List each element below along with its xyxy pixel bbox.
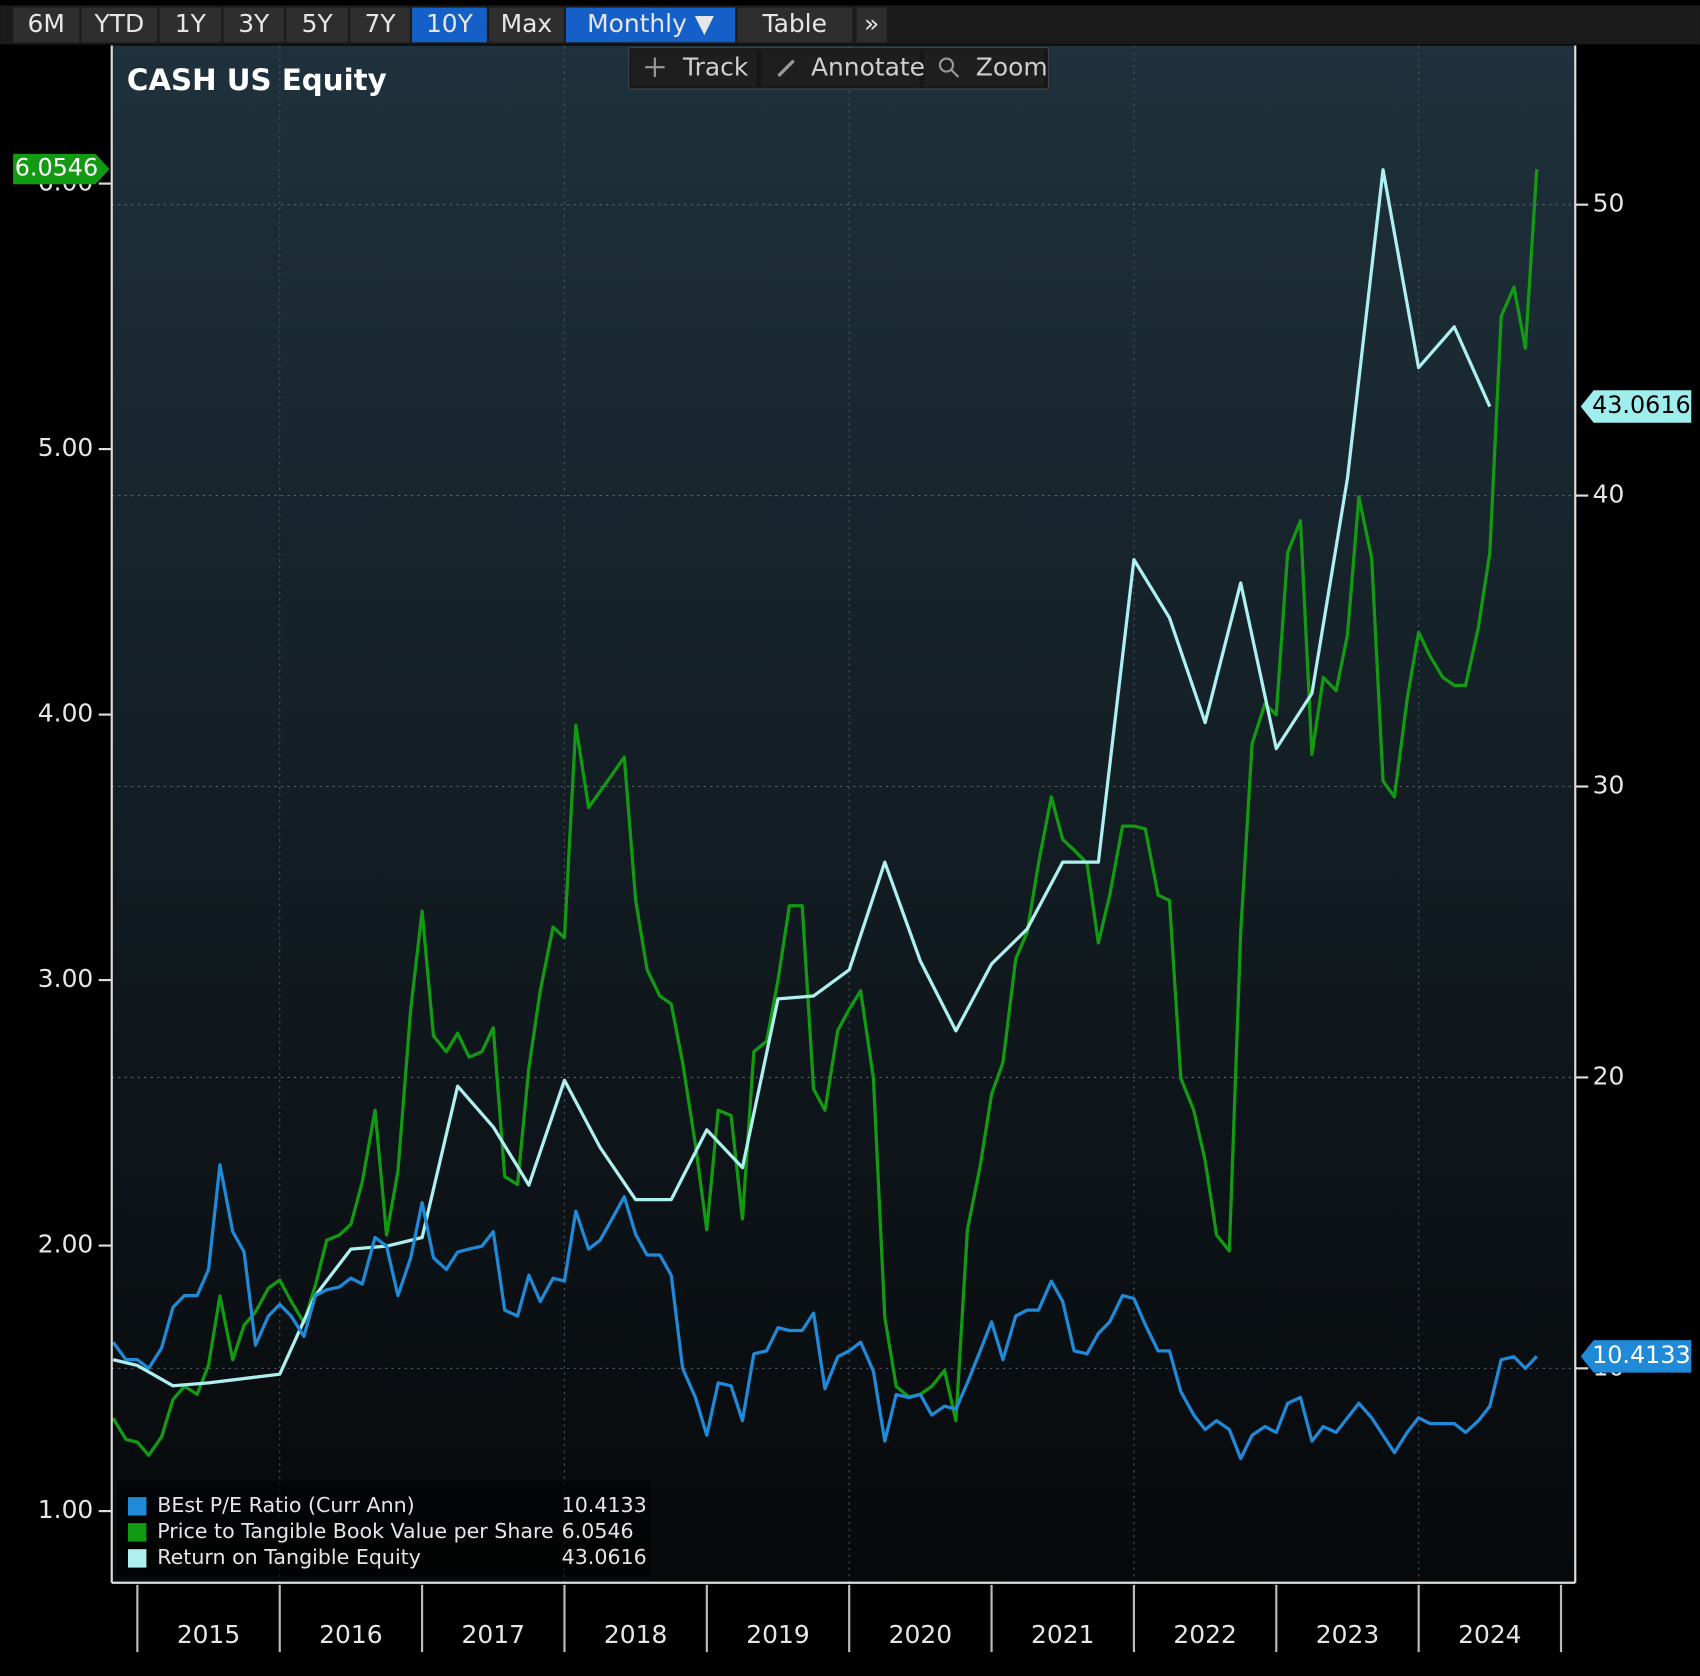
toolbar-button[interactable] xyxy=(223,7,285,43)
x-tick-label: 2015 xyxy=(177,1620,240,1649)
y2-tick-label: 50 xyxy=(1593,189,1625,218)
toolbar-button-label[interactable]: Monthly ▼ xyxy=(587,9,715,38)
y-tick-label: 1.00 xyxy=(38,1495,93,1524)
legend-value: 10.4133 xyxy=(562,1493,647,1517)
grid xyxy=(111,45,1576,1583)
x-tick-label: 2017 xyxy=(462,1620,525,1649)
toolbar-button-label[interactable]: 3Y xyxy=(238,9,270,38)
legend-name: BEst P/E Ratio (Curr Ann) xyxy=(157,1493,414,1517)
x-tick-label: 2018 xyxy=(604,1620,667,1649)
axes: 1.002.003.004.005.006.001020304050201520… xyxy=(38,168,1625,1653)
chart-tool-label[interactable]: Track xyxy=(682,52,749,81)
x-tick-label: 2022 xyxy=(1173,1620,1236,1649)
toolbar-button-label[interactable]: 7Y xyxy=(365,9,397,38)
y-tick-label: 4.00 xyxy=(38,699,93,728)
x-tick-label: 2020 xyxy=(889,1620,952,1649)
toolbar-button-label[interactable]: 1Y xyxy=(175,9,207,38)
toolbar-button[interactable] xyxy=(565,7,736,43)
y-tick-label: 2.00 xyxy=(38,1230,93,1259)
toolbar-button[interactable] xyxy=(286,7,349,43)
toolbar-button-label[interactable]: 10Y xyxy=(426,9,474,38)
y2-tick-label: 30 xyxy=(1593,771,1625,800)
series-lines xyxy=(111,168,1539,1461)
legend-swatch xyxy=(127,1523,147,1542)
legend: BEst P/E Ratio (Curr Ann) 10.4133 Price to… xyxy=(117,1480,651,1577)
series-line xyxy=(112,168,1492,1388)
chart-tool-label[interactable]: Annotate xyxy=(811,52,925,81)
chart-tool-button[interactable] xyxy=(923,49,1045,87)
toolbar-buttons: 6M YTD 1Y 3Y 5Y 7Y 10Y Max Monthly ▼ Table » xyxy=(13,7,887,43)
toolbar-button-label[interactable]: YTD xyxy=(94,9,145,38)
y-tick-label: 3.00 xyxy=(38,964,93,993)
x-tick-label: 2016 xyxy=(319,1620,382,1649)
toolbar-button[interactable] xyxy=(13,7,80,43)
series-line xyxy=(111,1163,1538,1461)
value-badge xyxy=(1580,1340,1692,1373)
value-badge-label: 10.4133 xyxy=(1592,1341,1691,1369)
value-badges: 10.4133 6.0546 43.0616 xyxy=(13,153,1692,1373)
x-tick-label: 2019 xyxy=(746,1620,809,1649)
y2-tick-label: 40 xyxy=(1593,480,1625,509)
toolbar-button[interactable] xyxy=(412,7,487,43)
toolbar-button-label[interactable]: Max xyxy=(501,9,553,38)
chart-tools-buttons: Track Annotate Zoom xyxy=(631,49,1048,87)
value-badge xyxy=(13,153,110,185)
zoom-icon xyxy=(938,57,955,73)
x-tick-label: 2023 xyxy=(1316,1620,1379,1649)
toolbar-button-label[interactable]: Table xyxy=(761,9,826,38)
y2-tick-label: 20 xyxy=(1593,1061,1625,1090)
legend-value: 43.0616 xyxy=(562,1545,647,1569)
value-badge-label: 43.0616 xyxy=(1592,391,1691,419)
value-badge-label: 6.0546 xyxy=(15,154,98,182)
toolbar-button[interactable] xyxy=(488,7,564,43)
toolbar-button-label[interactable]: 6M xyxy=(27,9,64,38)
legend-swatch xyxy=(127,1549,147,1568)
toolbar-button[interactable] xyxy=(737,7,853,43)
toolbar-button-label[interactable]: 5Y xyxy=(302,9,334,38)
legend-name: Return on Tangible Equity xyxy=(157,1545,421,1569)
zoom-icon-handle xyxy=(950,68,960,78)
legend-swatch xyxy=(127,1497,147,1516)
toolbar-button[interactable] xyxy=(856,7,887,43)
x-tick-label: 2021 xyxy=(1031,1620,1094,1649)
legend-value: 6.0546 xyxy=(562,1519,634,1543)
toolbar-button[interactable] xyxy=(159,7,222,43)
legend-name: Price to Tangible Book Value per Share xyxy=(157,1519,553,1543)
value-badge xyxy=(1580,390,1692,423)
annotate-icon xyxy=(777,59,795,78)
toolbar-button-label[interactable]: » xyxy=(864,9,879,38)
track-icon xyxy=(645,57,665,77)
toolbar-button[interactable] xyxy=(81,7,158,43)
series-line xyxy=(111,169,1539,1457)
toolbar-button[interactable] xyxy=(350,7,410,43)
x-tick-label: 2024 xyxy=(1458,1620,1521,1649)
chart-tool-label[interactable]: Zoom xyxy=(976,52,1048,81)
plot-area xyxy=(111,45,1576,1583)
chart-title: CASH US Equity xyxy=(127,63,387,97)
legend-box xyxy=(117,1480,651,1577)
y-tick-label: 5.00 xyxy=(38,433,93,462)
